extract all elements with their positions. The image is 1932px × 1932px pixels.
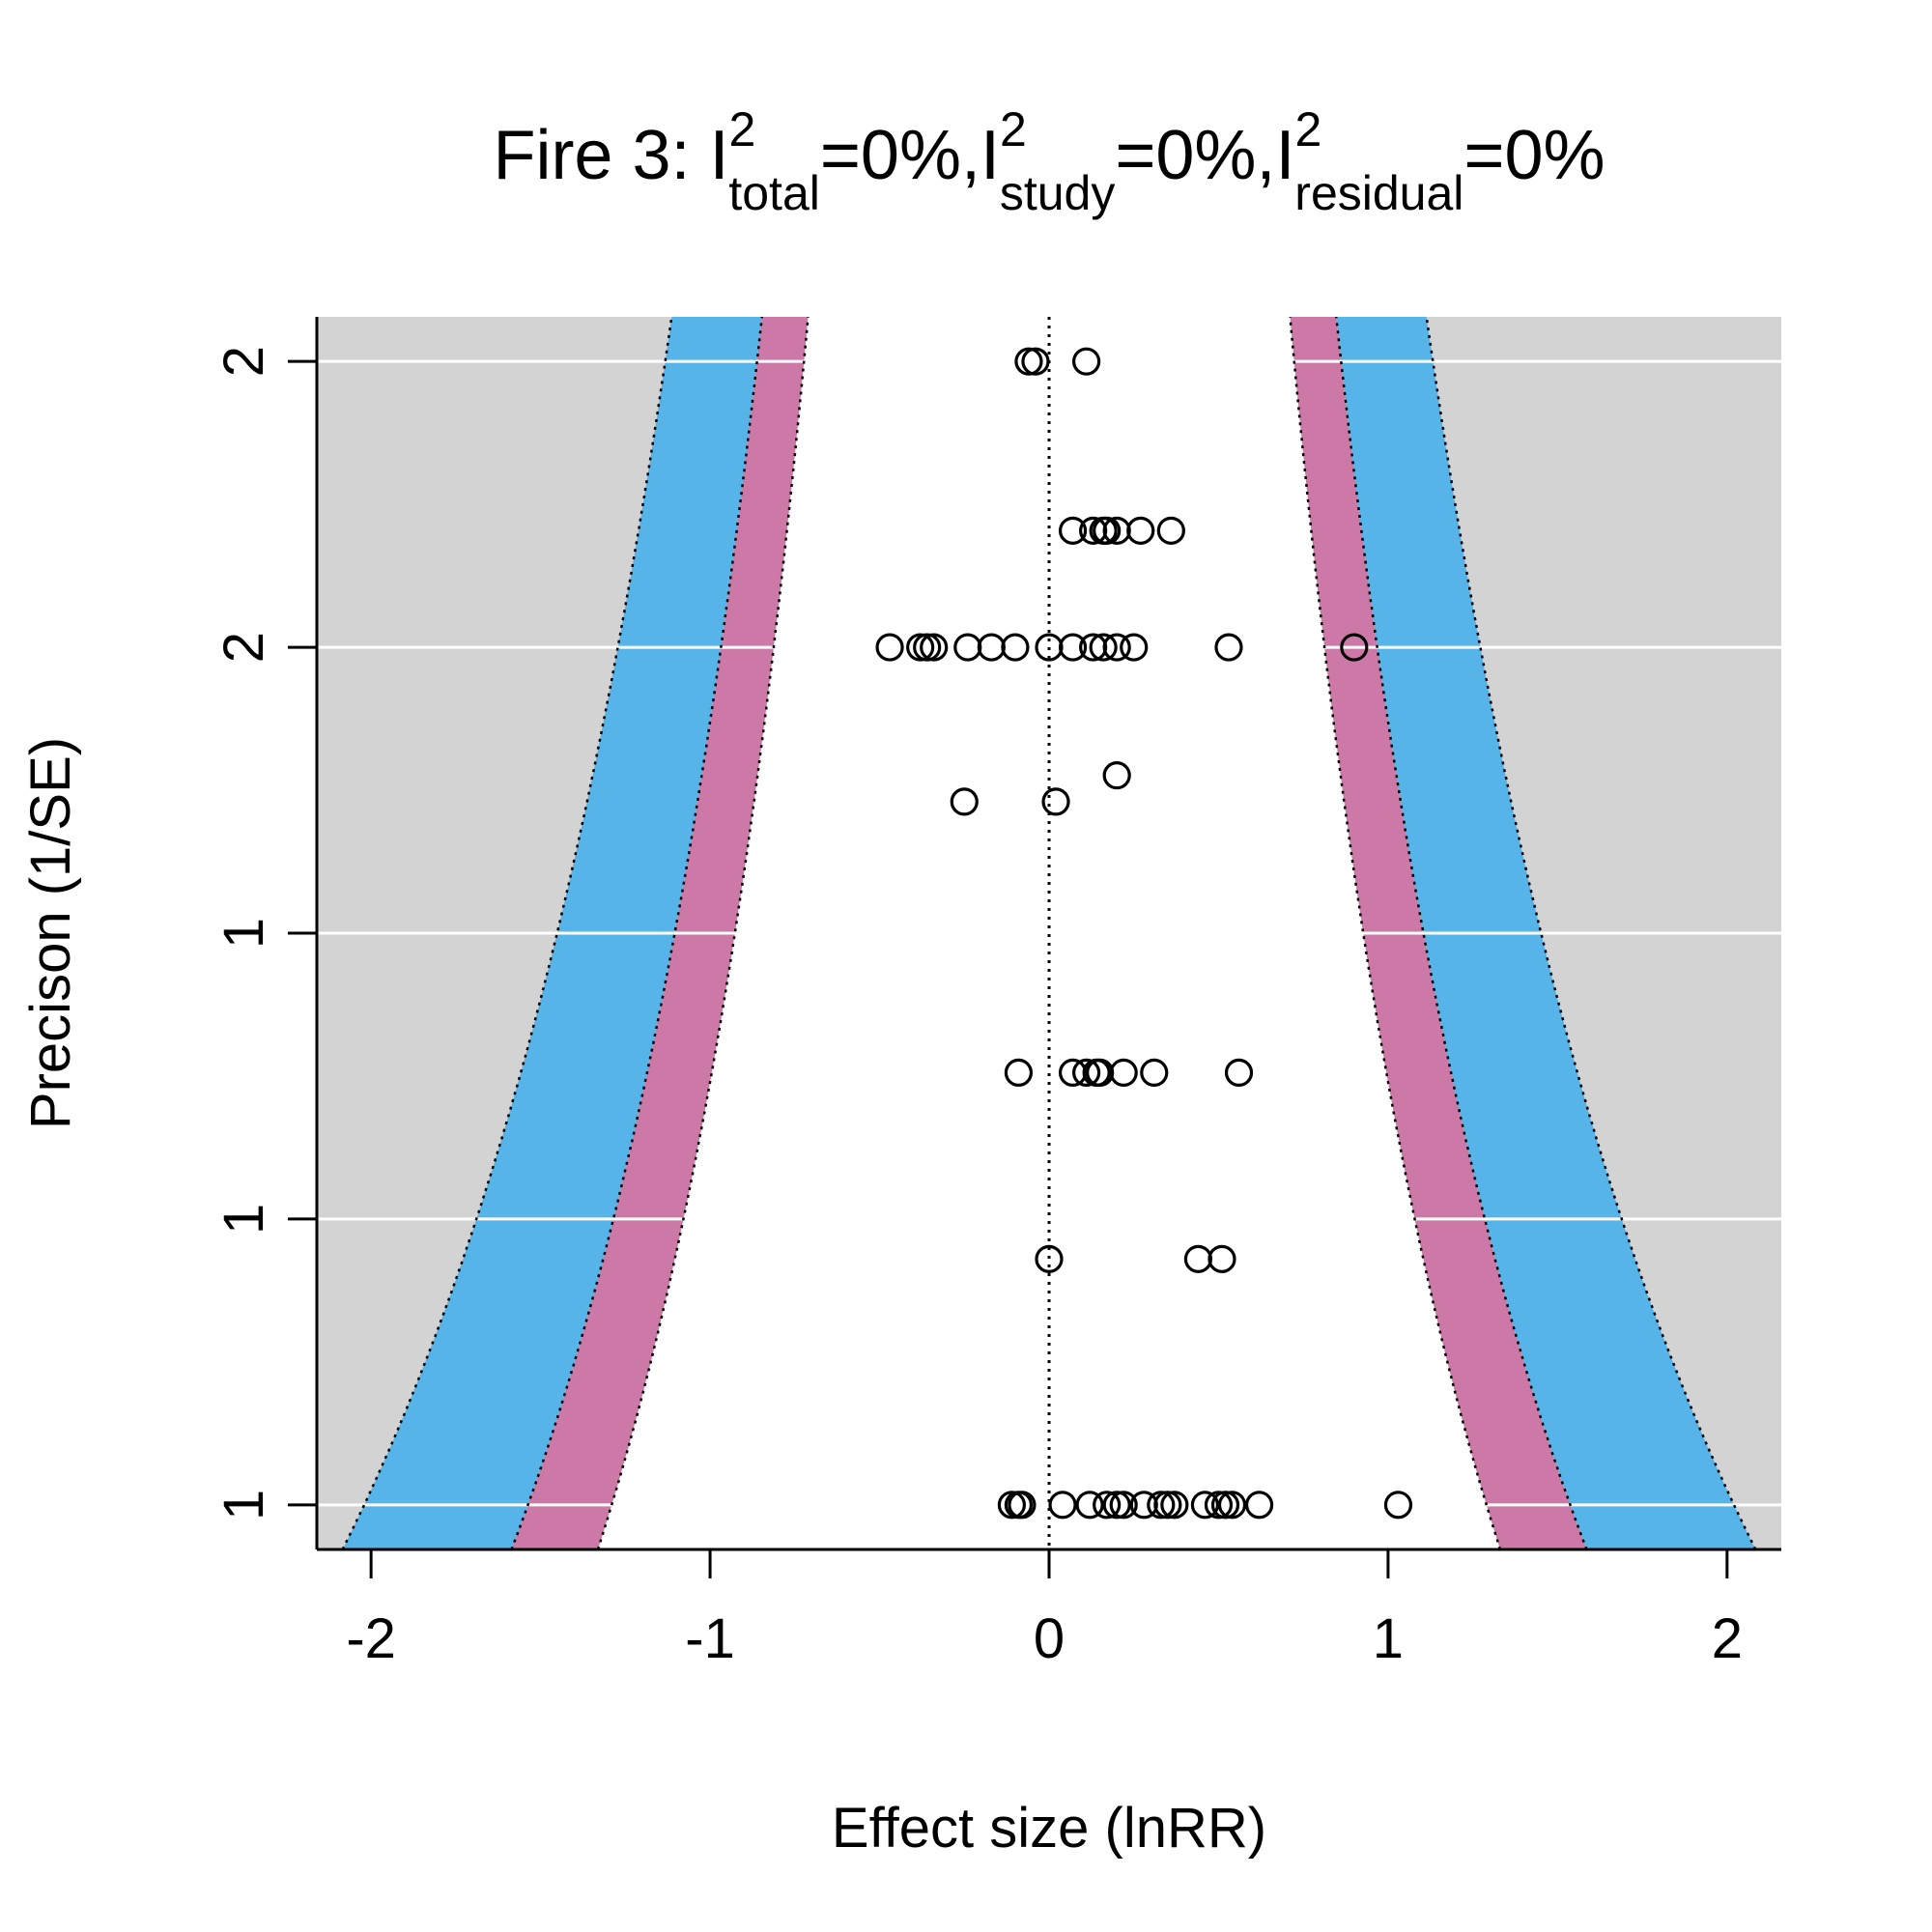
contour-band-outer-left xyxy=(342,317,762,1549)
data-point xyxy=(1340,633,1369,662)
x-tick-label: -1 xyxy=(685,1607,735,1670)
data-point xyxy=(1093,1491,1122,1520)
contour-band-inner-right xyxy=(1290,317,1587,1549)
data-point xyxy=(1109,1491,1138,1520)
contour-line xyxy=(1425,317,1757,1549)
y-tick-label: 2 xyxy=(213,632,275,663)
data-point xyxy=(1102,633,1131,662)
data-point xyxy=(1208,1244,1236,1273)
contour-band-outer-right xyxy=(1336,317,1756,1549)
data-point xyxy=(1160,1491,1189,1520)
data-point xyxy=(1048,1491,1077,1520)
contour-line xyxy=(1334,317,1588,1549)
data-point xyxy=(1204,1491,1234,1520)
y-tick-label: 1 xyxy=(213,1204,275,1235)
data-point xyxy=(997,1491,1026,1520)
data-point xyxy=(1008,1491,1037,1520)
y-tick-label: 2 xyxy=(213,346,275,377)
data-point xyxy=(1217,1491,1247,1520)
axes: -2 -1 0 1 2 1 1 1 2 2 xyxy=(213,317,1781,1670)
y-tick-label: 1 xyxy=(213,918,275,949)
data-point xyxy=(1041,787,1070,816)
data-point xyxy=(1190,1491,1220,1520)
data-point xyxy=(1383,1491,1413,1520)
data-point xyxy=(913,633,942,662)
data-point xyxy=(1004,1058,1034,1088)
y-axis-label: Precison (1/SE) xyxy=(19,737,82,1129)
data-point xyxy=(1072,347,1101,376)
data-point xyxy=(1001,633,1030,662)
data-point xyxy=(1014,347,1043,376)
data-point xyxy=(1153,1491,1182,1520)
data-point xyxy=(1093,516,1122,545)
data-point xyxy=(1140,1058,1169,1088)
chart-title: Fire 3: I2 total=0%,I2 study=0%,I2 residual… xyxy=(493,102,1605,220)
data-point xyxy=(1075,1491,1104,1520)
data-point xyxy=(950,787,979,816)
data-point xyxy=(1224,1058,1254,1088)
x-tick-label: 1 xyxy=(1373,1607,1404,1670)
data-point xyxy=(1244,1491,1274,1520)
x-axis-label: Effect size (lnRR) xyxy=(832,1797,1266,1860)
data-point xyxy=(1089,633,1118,662)
data-point xyxy=(1072,1058,1101,1088)
x-tick-label: 2 xyxy=(1712,1607,1743,1670)
data-point xyxy=(1120,633,1149,662)
x-tick-label: -2 xyxy=(346,1607,396,1670)
data-point xyxy=(920,633,949,662)
plot-area xyxy=(317,317,1781,1549)
data-point xyxy=(906,633,935,662)
data-point xyxy=(1058,516,1088,545)
contour-band-inner-left xyxy=(511,317,809,1549)
contour-line xyxy=(510,317,764,1549)
data-point xyxy=(1035,1244,1064,1273)
data-point xyxy=(1102,761,1131,790)
data-point xyxy=(1214,633,1243,662)
data-point xyxy=(1109,1058,1138,1088)
data-point xyxy=(1021,347,1050,376)
data-point xyxy=(875,633,904,662)
data-point xyxy=(1210,1491,1240,1520)
contour-line xyxy=(341,317,673,1549)
data-point xyxy=(1102,1491,1131,1520)
x-tick-label: 0 xyxy=(1034,1607,1065,1670)
data-point xyxy=(1126,516,1155,545)
data-point xyxy=(1147,1491,1176,1520)
data-point xyxy=(1156,516,1185,545)
data-point xyxy=(1058,633,1088,662)
y-tick-label: 1 xyxy=(213,1490,275,1520)
